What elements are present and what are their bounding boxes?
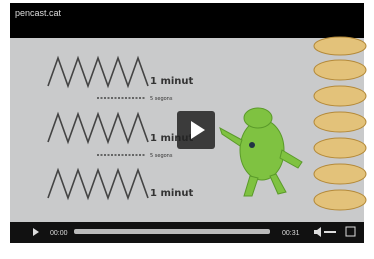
cookie [314,112,366,132]
body [240,120,284,180]
current-time: 00:00 [50,230,68,237]
cookie [314,86,366,106]
eye [249,142,255,148]
cookie [314,164,366,184]
video-player: pencast.cat 1 minut 5 segons 1 minut 5 s… [0,0,374,259]
cookie [314,60,366,80]
cookie [314,37,366,55]
video-label: 1 minut [150,76,194,87]
progress-bar[interactable] [74,229,270,234]
head [244,108,272,128]
video-note: 5 segons [150,153,173,159]
volume-slider[interactable] [324,231,336,233]
duration: 00:31 [282,230,300,237]
cookie [314,190,366,210]
cookie [314,138,366,158]
video-label: 1 minut [150,188,194,199]
channel-title[interactable]: pencast.cat [15,8,62,18]
video-note: 5 segons [150,96,173,102]
